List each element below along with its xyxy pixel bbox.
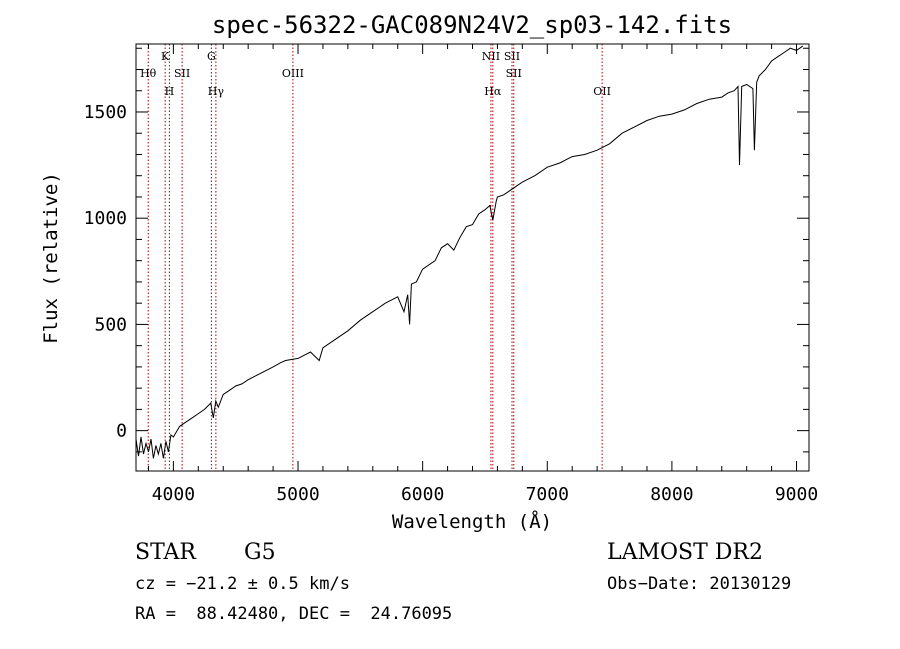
coordinates: RA = 88.42480, DEC = 24.76095 xyxy=(135,604,453,624)
x-axis-label: Wavelength (Å) xyxy=(392,510,552,533)
spectrum-plot xyxy=(135,45,804,459)
marker-label: SII xyxy=(504,50,520,63)
y-tick-label: 1500 xyxy=(84,102,127,123)
marker-label: NII xyxy=(482,50,500,63)
x-tick-label: 9000 xyxy=(775,484,818,505)
marker-label: G xyxy=(207,50,216,63)
marker-label: K xyxy=(161,50,170,63)
x-tick-label: 5000 xyxy=(276,484,319,505)
y-axis-label: Flux (relative) xyxy=(40,172,62,344)
marker-label: Hθ xyxy=(140,67,157,80)
object-type: STAR xyxy=(135,540,196,565)
marker-label: SII xyxy=(506,67,522,80)
marker-label: OIII xyxy=(282,67,304,80)
y-tick-label: 1000 xyxy=(84,208,127,229)
y-axis: 0 500 1000 1500 xyxy=(84,47,809,453)
object-subclass: G5 xyxy=(244,540,276,565)
marker-label: Hα xyxy=(484,85,502,98)
y-tick-label: 0 xyxy=(116,421,127,442)
marker-label: OII xyxy=(593,85,611,98)
x-tick-label: 6000 xyxy=(401,484,444,505)
marker-label: Hγ xyxy=(208,85,225,98)
plot-frame xyxy=(135,43,810,472)
redshift-cz: cz = −21.2 ± 0.5 km/s xyxy=(135,574,350,594)
marker-label: H xyxy=(165,85,175,98)
emission-line-markers: Hθ K H SII G Hγ OIII NII Hα SII SII OII xyxy=(140,44,611,471)
x-tick-label: 7000 xyxy=(526,484,569,505)
x-axis: 4000 5000 6000 7000 8000 9000 xyxy=(147,44,818,505)
x-tick-label: 8000 xyxy=(650,484,693,505)
x-tick-label: 4000 xyxy=(152,484,195,505)
marker-label: SII xyxy=(174,67,190,80)
spectrum-line xyxy=(135,45,804,459)
survey-name: LAMOST DR2 xyxy=(607,540,763,565)
y-tick-label: 500 xyxy=(94,314,127,335)
chart-title: spec-56322-GAC089N24V2_sp03-142.fits xyxy=(212,11,732,39)
observation-date: Obs−Date: 20130129 xyxy=(607,574,792,594)
